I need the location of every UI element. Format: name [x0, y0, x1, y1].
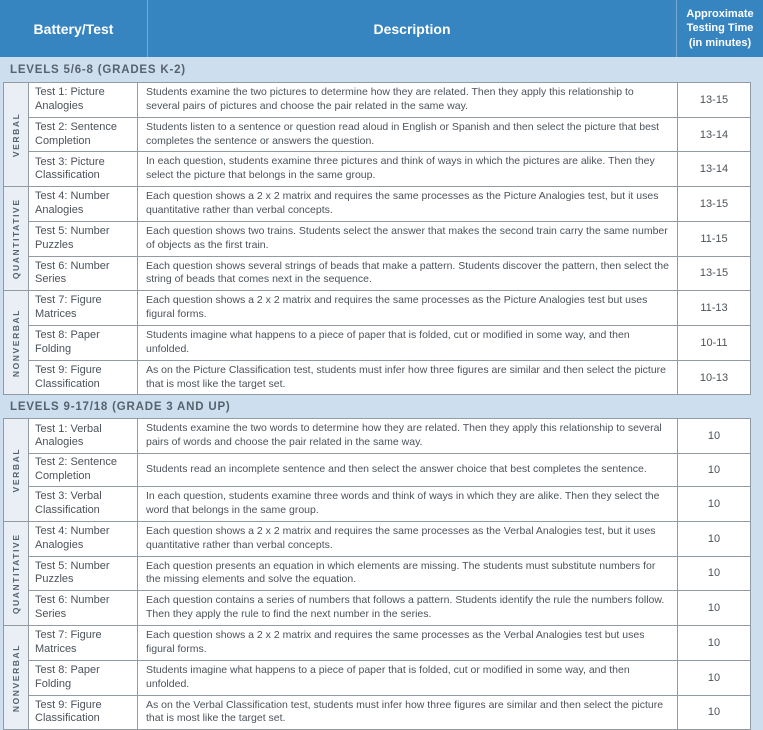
- battery-group-label-nonverbal: NONVERBAL: [3, 625, 29, 730]
- battery-group-label-text: VERBAL: [11, 447, 21, 493]
- description-cell: Students imagine what happens to a piece…: [137, 325, 678, 361]
- test-name-cell: Test 6: Number Series: [28, 255, 138, 292]
- description-cell: Students read an incomplete sentence and…: [137, 453, 678, 488]
- table-row: Test 2: Sentence Completion Students rea…: [4, 453, 751, 488]
- time-cell: 13-14: [677, 116, 751, 153]
- time-cell: 10: [677, 694, 751, 730]
- test-name-cell: Test 9: Figure Classification: [28, 359, 138, 396]
- description-cell: Students imagine what happens to a piece…: [137, 659, 678, 696]
- test-name-cell: Test 8: Paper Folding: [28, 659, 138, 696]
- test-name-cell: Test 1: Verbal Analogies: [28, 418, 138, 455]
- description-cell: Each question shows a 2 x 2 matrix and r…: [137, 520, 678, 557]
- test-name-cell: Test 2: Sentence Completion: [28, 453, 138, 488]
- table-row: VERBAL Test 1: Picture Analogies Student…: [3, 81, 751, 188]
- time-cell: 13-15: [677, 82, 751, 118]
- table-row: QUANTITATIVE Test 4: Number Analogies Ea…: [3, 520, 751, 627]
- description-cell: Each question shows several strings of b…: [137, 255, 678, 292]
- levels-9-up-table: VERBAL Test 1: Verbal Analogies Students…: [3, 418, 751, 730]
- table-row: Test 2: Sentence Completion Students lis…: [4, 116, 751, 153]
- time-cell: 10: [677, 486, 751, 522]
- table-row: Test 8: Paper Folding Students imagine w…: [4, 325, 751, 361]
- battery-group-label-verbal: VERBAL: [3, 418, 29, 522]
- table-row: Test 9: Figure Classification As on the …: [4, 359, 751, 396]
- battery-group-label-text: NONVERBAL: [11, 643, 21, 712]
- test-name-cell: Test 6: Number Series: [28, 590, 138, 627]
- time-cell: 13-15: [677, 186, 751, 222]
- description-cell: Each question shows a 2 x 2 matrix and r…: [137, 186, 678, 222]
- description-cell: Students examine the two words to determ…: [137, 418, 678, 455]
- table-row: QUANTITATIVE Test 4: Number Analogies Ea…: [3, 186, 751, 292]
- time-cell: 11-15: [677, 220, 751, 257]
- battery-group-label-text: NONVERBAL: [11, 308, 21, 378]
- battery-group-label-text: QUANTITATIVE: [11, 533, 21, 614]
- header-testing-time: Approximate Testing Time (in minutes): [686, 8, 754, 49]
- header-battery-test: Battery/Test: [0, 0, 148, 57]
- test-name-cell: Test 9: Figure Classification: [28, 694, 138, 730]
- section-title-levels-5-8: LEVELS 5/6-8 (GRADES K-2): [10, 63, 186, 76]
- table-row: Test 3: Picture Classification In each q…: [4, 151, 751, 188]
- levels-5-8-table: VERBAL Test 1: Picture Analogies Student…: [3, 81, 751, 396]
- description-cell: Each question shows a 2 x 2 matrix and r…: [137, 290, 678, 327]
- time-cell: 10-13: [677, 359, 751, 396]
- table-row: Test 6: Number Series Each question cont…: [4, 590, 751, 627]
- table-row: Test 5: Number Puzzles Each question sho…: [4, 220, 751, 257]
- battery-group-label-nonverbal: NONVERBAL: [3, 290, 29, 396]
- battery-group-label-text: VERBAL: [11, 112, 21, 157]
- description-cell: Each question shows two trains. Students…: [137, 220, 678, 257]
- table-row: Test 8: Paper Folding Students imagine w…: [4, 659, 751, 696]
- time-cell: 10: [677, 520, 751, 557]
- time-cell: 10: [677, 625, 751, 661]
- battery-group-label-quantitative: QUANTITATIVE: [3, 186, 29, 292]
- description-cell: Students examine the two pictures to det…: [137, 82, 678, 118]
- description-cell: As on the Picture Classification test, s…: [137, 359, 678, 396]
- test-name-cell: Test 1: Picture Analogies: [28, 82, 138, 118]
- description-cell: As on the Verbal Classification test, st…: [137, 694, 678, 730]
- table-row: VERBAL Test 1: Verbal Analogies Students…: [3, 418, 751, 522]
- table-row: NONVERBAL Test 7: Figure Matrices Each q…: [3, 625, 751, 730]
- time-cell: 10: [677, 555, 751, 592]
- test-name-cell: Test 2: Sentence Completion: [28, 116, 138, 153]
- time-cell: 10-11: [677, 325, 751, 361]
- table-row: Test 6: Number Series Each question show…: [4, 255, 751, 292]
- time-cell: 13-15: [677, 255, 751, 292]
- time-cell: 10: [677, 453, 751, 488]
- time-cell: 13-14: [677, 151, 751, 188]
- test-name-cell: Test 3: Picture Classification: [28, 151, 138, 188]
- table-row: NONVERBAL Test 7: Figure Matrices Each q…: [3, 290, 751, 396]
- table-header: Battery/Test Description Approximate Tes…: [0, 0, 763, 57]
- description-cell: Students listen to a sentence or questio…: [137, 116, 678, 153]
- time-cell: 10: [677, 659, 751, 696]
- description-cell: Each question shows a 2 x 2 matrix and r…: [137, 625, 678, 661]
- table-row: Test 3: Verbal Classification In each qu…: [4, 486, 751, 522]
- time-cell: 10: [677, 418, 751, 455]
- battery-group-label-verbal: VERBAL: [3, 81, 29, 188]
- test-name-cell: Test 8: Paper Folding: [28, 325, 138, 361]
- description-cell: Each question contains a series of numbe…: [137, 590, 678, 627]
- test-name-cell: Test 5: Number Puzzles: [28, 220, 138, 257]
- section-title-levels-9-up: LEVELS 9-17/18 (GRADE 3 AND UP): [10, 400, 231, 413]
- test-name-cell: Test 7: Figure Matrices: [28, 290, 138, 327]
- test-name-cell: Test 4: Number Analogies: [28, 186, 138, 222]
- battery-group-label-quantitative: QUANTITATIVE: [3, 520, 29, 627]
- time-cell: 11-13: [677, 290, 751, 327]
- battery-group-label-text: QUANTITATIVE: [11, 198, 21, 280]
- description-cell: Each question presents an equation in wh…: [137, 555, 678, 592]
- test-name-cell: Test 3: Verbal Classification: [28, 486, 138, 522]
- test-name-cell: Test 4: Number Analogies: [28, 520, 138, 557]
- description-cell: In each question, students examine three…: [137, 151, 678, 188]
- description-cell: In each question, students examine three…: [137, 486, 678, 522]
- header-description: Description: [148, 0, 677, 57]
- test-name-cell: Test 5: Number Puzzles: [28, 555, 138, 592]
- test-name-cell: Test 7: Figure Matrices: [28, 625, 138, 661]
- time-cell: 10: [677, 590, 751, 627]
- table-row: Test 5: Number Puzzles Each question pre…: [4, 555, 751, 592]
- table-row: Test 9: Figure Classification As on the …: [4, 694, 751, 730]
